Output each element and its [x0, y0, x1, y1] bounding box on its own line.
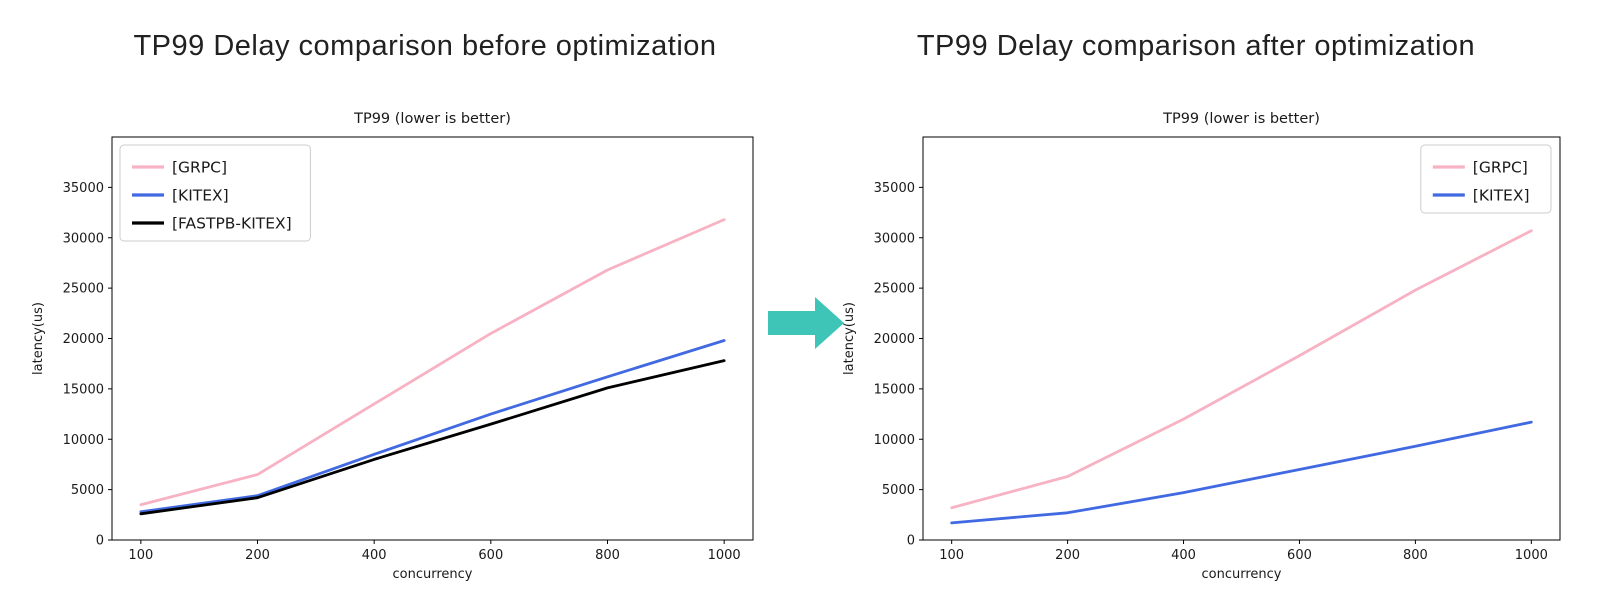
y-tick-label: 10000 — [63, 433, 104, 448]
chart-title: TP99 (lower is better) — [353, 111, 511, 127]
y-tick-label: 15000 — [63, 382, 104, 397]
y-tick-label: 5000 — [882, 483, 915, 498]
y-tick-label: 20000 — [63, 332, 104, 347]
series-line-kitex — [950, 420, 1533, 525]
legend-label: [KITEX] — [1473, 187, 1530, 205]
x-axis-label: concurrency — [1202, 567, 1282, 582]
y-tick-label: 30000 — [63, 231, 104, 246]
x-tick-label: 800 — [595, 548, 620, 563]
y-tick-label: 0 — [96, 534, 104, 549]
legend-label: [GRPC] — [1473, 159, 1528, 177]
legend-box — [119, 144, 311, 242]
y-axis-label: latency(us) — [842, 302, 857, 375]
y-tick-label: 20000 — [874, 332, 915, 347]
x-axis-label: concurrency — [393, 567, 473, 582]
legend-label: [KITEX] — [172, 187, 229, 205]
x-tick-label: 200 — [245, 548, 270, 563]
x-tick-label: 100 — [939, 548, 964, 563]
right-arrow-icon — [768, 297, 844, 349]
x-tick-label: 600 — [478, 548, 503, 563]
series-line-grpc — [139, 218, 726, 507]
legend: [GRPC] [KITEX] — [1420, 144, 1552, 214]
y-tick-label: 15000 — [874, 382, 915, 397]
x-tick-label: 600 — [1287, 548, 1312, 563]
y-tick-label: 10000 — [874, 433, 915, 448]
y-tick-label: 0 — [907, 534, 915, 549]
y-axis-label: latency(us) — [31, 302, 46, 375]
y-tick-label: 25000 — [63, 282, 104, 297]
x-tick-label: 800 — [1403, 548, 1428, 563]
y-tick-label: 5000 — [71, 483, 104, 498]
series-line-grpc — [950, 229, 1533, 510]
legend-label: [FASTPB-KITEX] — [172, 215, 292, 233]
x-tick-label: 1000 — [1515, 548, 1548, 563]
x-tick-label: 400 — [1171, 548, 1196, 563]
x-tick-label: 100 — [128, 548, 153, 563]
chart-title: TP99 (lower is better) — [1162, 111, 1320, 127]
y-tick-label: 25000 — [874, 282, 915, 297]
x-tick-label: 200 — [1055, 548, 1080, 563]
after-chart: TP99 (lower is better) 0 5000 10000 15000 200… — [842, 111, 1561, 582]
y-tick-label: 35000 — [63, 181, 104, 196]
x-tick-label: 400 — [362, 548, 387, 563]
legend: [GRPC] [KITEX] [FASTPB-KITEX] — [119, 144, 311, 242]
series-line-kitex — [139, 339, 726, 514]
y-tick-label: 30000 — [874, 231, 915, 246]
before-chart: TP99 (lower is better) 0 5000 10000 15000 200… — [31, 111, 754, 582]
before-heading: TP99 Delay comparison before optimizatio… — [133, 30, 717, 62]
x-tick-label: 1000 — [708, 548, 741, 563]
legend-label: [GRPC] — [172, 159, 227, 177]
y-tick-label: 35000 — [874, 181, 915, 196]
after-heading: TP99 Delay comparison after optimization — [916, 30, 1476, 62]
series-line-fastpb-kitex — [139, 359, 726, 516]
